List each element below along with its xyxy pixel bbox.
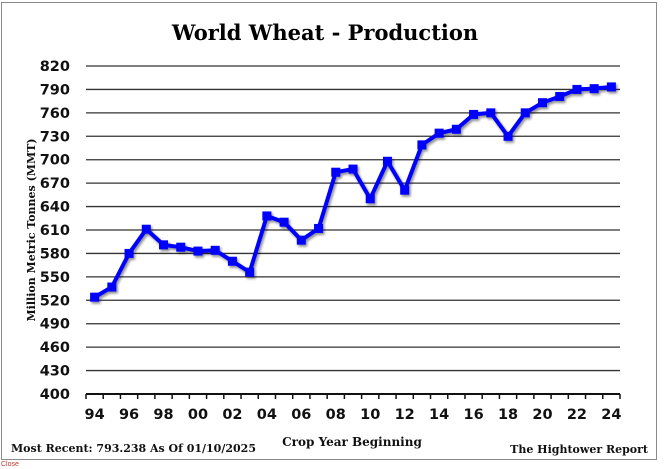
data-point-marker [245, 267, 255, 277]
data-point-marker [262, 211, 272, 221]
x-tick-label: 16 [463, 407, 483, 423]
gridlines [86, 65, 620, 372]
y-tick-label: 610 [40, 223, 70, 239]
data-point-marker [589, 84, 599, 94]
source-credit: The Hightower Report [510, 443, 649, 456]
x-tick-label: 10 [360, 407, 380, 423]
data-point-marker [314, 223, 324, 233]
x-tick-label: 04 [257, 407, 277, 423]
x-axis: 94 96 98 00 02 04 06 08 10 12 14 16 18 20 22 24 [85, 393, 621, 423]
y-tick-label: 430 [40, 364, 70, 380]
y-axis-ticks: 400 430 460 490 520 550 580 610 640 670 700 730 760 7… [40, 59, 70, 403]
data-point-marker [486, 108, 496, 118]
x-tick-label: 14 [429, 407, 449, 423]
data-point-marker [417, 140, 427, 150]
data-point-marker [520, 108, 530, 118]
y-tick-label: 700 [40, 153, 70, 169]
data-point-marker [606, 82, 616, 92]
data-point-marker [107, 282, 117, 292]
data-point-marker [537, 98, 547, 108]
x-tick-label: 08 [326, 407, 346, 423]
data-point-marker [176, 242, 186, 252]
x-tick-label: 94 [85, 407, 105, 423]
y-tick-label: 400 [40, 387, 70, 403]
y-tick-label: 670 [40, 176, 70, 192]
x-tick-label: 18 [498, 407, 518, 423]
data-point-marker [400, 185, 410, 195]
x-tick-label: 12 [395, 407, 415, 423]
y-tick-label: 790 [40, 82, 70, 98]
x-tick-label: 24 [601, 407, 621, 423]
data-point-marker [124, 248, 134, 258]
data-point-marker [451, 124, 461, 134]
y-tick-label: 460 [40, 340, 70, 356]
data-point-marker [193, 246, 203, 256]
x-tick-label: 06 [291, 407, 311, 423]
x-tick-label: 00 [188, 407, 208, 423]
x-tick-label: 98 [153, 407, 173, 423]
data-point-marker [572, 84, 582, 94]
data-point-marker [279, 217, 289, 227]
data-point-marker [296, 235, 306, 245]
most-recent-note: Most Recent: 793.238 As Of 01/10/2025 [11, 442, 256, 455]
y-tick-label: 550 [40, 270, 70, 286]
x-tick-label: 96 [119, 407, 139, 423]
data-point-marker [503, 131, 513, 141]
x-tick-label: 20 [532, 407, 552, 423]
y-tick-label: 820 [40, 59, 70, 75]
data-point-marker [434, 128, 444, 138]
data-series [90, 82, 616, 302]
data-point-marker [227, 256, 237, 266]
data-point-marker [90, 292, 100, 302]
x-tick-label: 22 [567, 407, 587, 423]
chart-frame [1, 2, 657, 460]
data-point-marker [382, 156, 392, 166]
data-point-marker [348, 164, 358, 174]
close-link[interactable]: Close [1, 461, 19, 468]
data-point-marker [555, 91, 565, 101]
data-point-marker [141, 224, 151, 234]
data-point-marker [159, 240, 169, 250]
data-point-marker [210, 245, 220, 255]
data-point-marker [469, 109, 479, 119]
data-point-marker [331, 167, 341, 177]
data-point-marker [365, 194, 375, 204]
y-tick-label: 490 [40, 317, 70, 333]
x-tick-label: 02 [222, 407, 242, 423]
y-tick-label: 640 [40, 200, 70, 216]
y-tick-label: 760 [40, 106, 70, 122]
chart-title: World Wheat - Production [171, 20, 478, 45]
x-axis-label: Crop Year Beginning [282, 435, 422, 449]
y-tick-label: 520 [40, 293, 70, 309]
series-line [93, 84, 612, 299]
y-axis-label: Million Metric Tonnes (MMT) [25, 138, 38, 321]
y-tick-label: 580 [40, 246, 70, 262]
y-tick-label: 730 [40, 129, 70, 145]
